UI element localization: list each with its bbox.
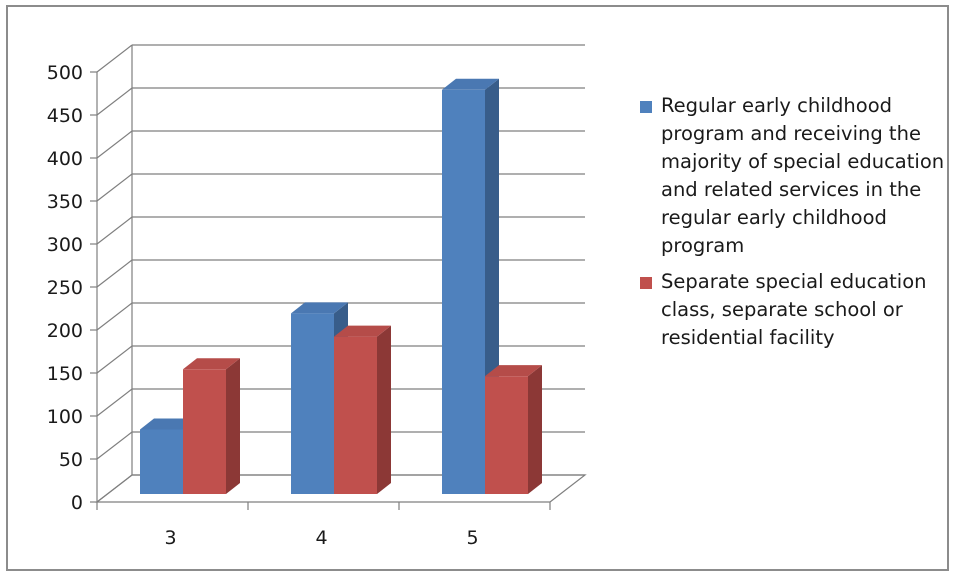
x-tick-label: 3 bbox=[164, 527, 176, 549]
legend: Regular early childhood program and rece… bbox=[640, 92, 950, 360]
bar-top bbox=[140, 418, 197, 430]
gridline-diagonal bbox=[96, 388, 133, 417]
gridline-diagonal bbox=[96, 173, 133, 202]
legend-label-series-2: Separate special education class, separa… bbox=[661, 270, 927, 349]
axes bbox=[90, 71, 551, 510]
gridline-diagonal bbox=[96, 431, 133, 460]
legend-item-series-2: Separate special education class, separa… bbox=[640, 268, 950, 352]
bar-front bbox=[183, 369, 226, 494]
gridline-diagonal bbox=[96, 87, 133, 116]
y-axis-tick-labels: 0 50 100 150 200 250 300 350 400 450 500 bbox=[47, 62, 83, 514]
legend-label-series-1: Regular early childhood program and rece… bbox=[661, 94, 945, 257]
y-tick-label: 0 bbox=[71, 492, 83, 514]
y-tick-label: 100 bbox=[47, 406, 83, 428]
gridline-diagonal bbox=[96, 259, 133, 288]
x-axis-tick-labels: 3 4 5 bbox=[164, 527, 478, 549]
bar-top bbox=[485, 365, 542, 377]
y-tick-label: 250 bbox=[47, 277, 83, 299]
bar-top bbox=[442, 78, 499, 90]
bar-side bbox=[377, 325, 391, 494]
y-tick-label: 200 bbox=[47, 320, 83, 342]
bar-4-series-2 bbox=[334, 325, 391, 494]
bar-side bbox=[226, 358, 240, 494]
bar-front bbox=[485, 376, 528, 494]
legend-item-series-1: Regular early childhood program and rece… bbox=[640, 92, 950, 260]
gridline-diagonal bbox=[96, 130, 133, 159]
y-tick-label: 300 bbox=[47, 234, 83, 256]
y-tick-label: 500 bbox=[47, 62, 83, 84]
x-tick-label: 4 bbox=[315, 527, 327, 549]
y-tick-label: 150 bbox=[47, 363, 83, 385]
bars bbox=[140, 78, 542, 495]
bar-top bbox=[291, 302, 348, 314]
bar-5-series-2 bbox=[485, 365, 542, 494]
bar-front bbox=[334, 336, 377, 494]
y-tick-label: 350 bbox=[47, 191, 83, 213]
gridline-diagonal bbox=[96, 345, 133, 374]
bar-top bbox=[334, 325, 391, 337]
x-tick-label: 5 bbox=[466, 527, 478, 549]
bar-side bbox=[528, 365, 542, 494]
gridline-diagonal bbox=[96, 474, 133, 503]
y-tick-label: 50 bbox=[59, 449, 83, 471]
legend-swatch-series-1 bbox=[640, 101, 652, 113]
gridline-diagonal bbox=[96, 216, 133, 245]
bar-front bbox=[291, 313, 334, 494]
gridline-diagonal bbox=[96, 302, 133, 331]
bar-top bbox=[183, 358, 240, 370]
legend-swatch-series-2 bbox=[640, 277, 652, 289]
y-tick-label: 400 bbox=[47, 148, 83, 170]
gridline-diagonal bbox=[96, 44, 133, 73]
y-tick-label: 450 bbox=[47, 105, 83, 127]
bar-front bbox=[140, 429, 183, 494]
bar-front bbox=[442, 89, 485, 495]
bar-3-series-2 bbox=[183, 358, 240, 494]
